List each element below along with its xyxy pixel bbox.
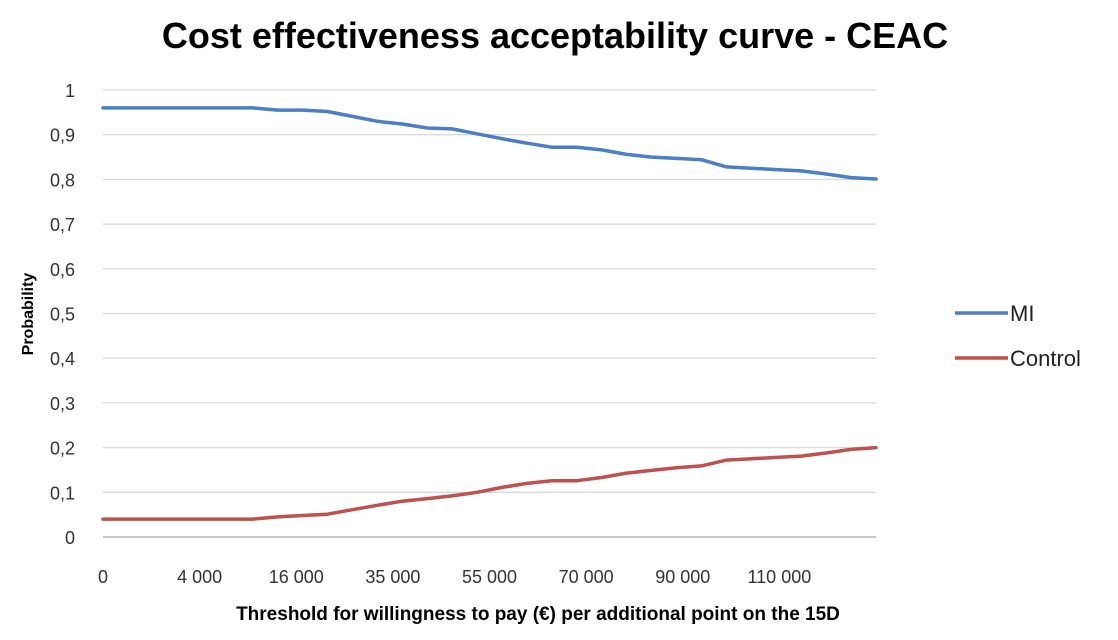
x-tick-label: 35 000: [365, 567, 420, 587]
legend-label: Control: [1010, 346, 1081, 371]
x-tick-label: 0: [98, 567, 108, 587]
x-tick-label: 90 000: [655, 567, 710, 587]
x-tick-label: 55 000: [462, 567, 517, 587]
x-axis-label: Threshold for willingness to pay (€) per…: [236, 604, 840, 625]
x-tick-labels: 0 4 000 16 000 35 000 55 000 70 000 90 000 110 …: [98, 567, 811, 587]
y-tick-label: 0,5: [50, 305, 75, 325]
x-tick-label: 110 000: [748, 567, 812, 587]
y-tick-label: 0,2: [50, 439, 75, 459]
legend-label: MI: [1010, 301, 1034, 326]
y-tick-label: 0,3: [50, 394, 75, 414]
y-tick-label: 0,8: [50, 170, 75, 190]
y-tick-label: 0,4: [50, 349, 75, 369]
y-tick-labels: 0 0,1 0,2 0,3 0,4 0,5 0,6 0,7 0,8 0,9 1: [50, 81, 75, 548]
x-tick-label: 70 000: [559, 567, 614, 587]
x-tick-label: 4 000: [177, 567, 222, 587]
y-tick-label: 0,6: [50, 260, 75, 280]
y-tick-label: 0: [65, 528, 75, 548]
series-line-mi: [101, 106, 878, 181]
y-tick-label: 1: [65, 81, 75, 101]
legend: MI Control: [955, 301, 1081, 371]
gridlines: [103, 89, 876, 538]
y-tick-label: 0,9: [50, 126, 75, 146]
y-tick-label: 0,1: [50, 483, 75, 503]
y-tick-label: 0,7: [50, 215, 75, 235]
chart-title: Cost effectiveness acceptability curve -…: [162, 15, 948, 56]
y-axis-label: Probability: [20, 273, 37, 356]
series-lines: [101, 106, 878, 521]
x-tick-label: 16 000: [269, 567, 324, 587]
series-line-control: [101, 445, 878, 521]
